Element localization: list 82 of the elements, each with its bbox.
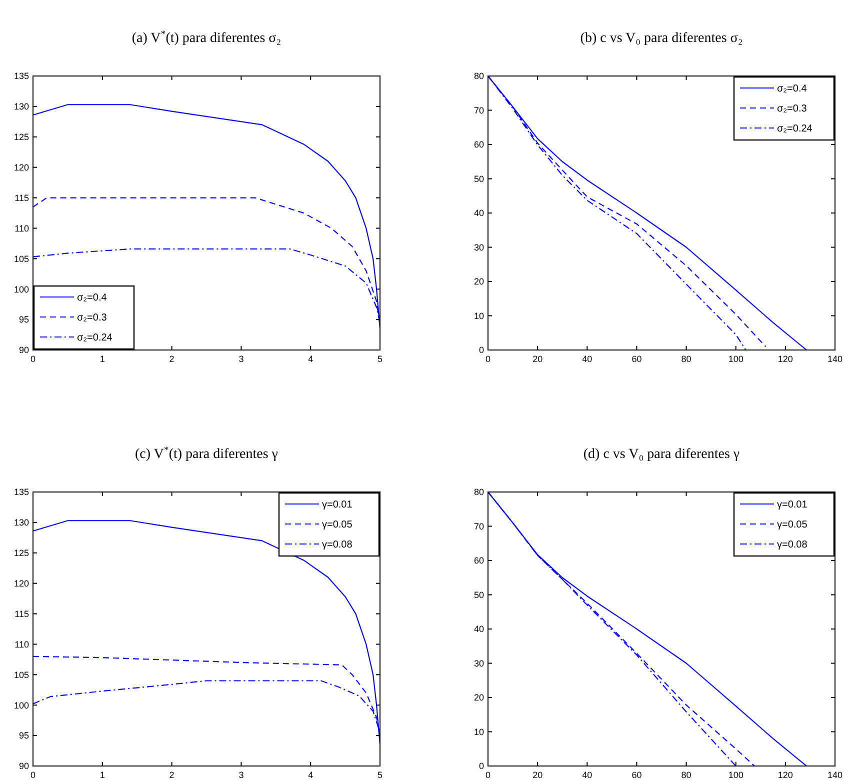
- y-tick-label: 50: [474, 590, 484, 600]
- y-tick-label: 115: [14, 608, 29, 619]
- x-tick-label: 40: [582, 770, 592, 780]
- y-tick-label: 60: [474, 140, 484, 150]
- y-tick-label: 120: [14, 578, 29, 588]
- x-tick-label: 3: [238, 770, 244, 780]
- y-tick-label: 90: [18, 761, 29, 772]
- y-tick-label: 100: [14, 284, 29, 294]
- x-tick-label: 20: [532, 770, 543, 780]
- y-tick-label: 105: [14, 670, 29, 680]
- chart-title: (d) c vs V₀ para diferentes γ: [583, 447, 740, 462]
- y-tick-label: 130: [14, 102, 29, 112]
- y-tick-label: 10: [474, 726, 484, 737]
- y-tick-label: 0: [478, 345, 484, 356]
- chart-title: (c) V$^{*}$(t) para diferentes γ: [135, 444, 278, 462]
- x-tick-label: 20: [532, 354, 543, 364]
- y-tick-label: 95: [18, 314, 29, 325]
- legend-label: γ=0.01: [322, 500, 353, 510]
- y-tick-label: 105: [14, 254, 29, 264]
- y-tick-label: 90: [18, 345, 29, 356]
- chart-title: (b) c vs V₀ para diferentes σ₂: [580, 31, 743, 46]
- x-tick-label: 0: [485, 770, 491, 780]
- x-tick-label: 140: [827, 354, 843, 364]
- y-tick-label: 110: [14, 639, 29, 650]
- x-tick-label: 0: [30, 770, 36, 780]
- y-tick-label: 115: [14, 192, 29, 203]
- legend-label: γ=0.08: [322, 540, 353, 550]
- y-tick-label: 50: [474, 174, 484, 184]
- y-tick-label: 125: [14, 132, 29, 142]
- x-tick-label: 0: [30, 354, 36, 364]
- legend-label: σ₂=0.4: [777, 84, 808, 94]
- y-tick-label: 130: [14, 518, 29, 528]
- x-tick-label: 120: [778, 770, 793, 780]
- legend-label: σ₂=0.3: [777, 104, 808, 114]
- y-tick-label: 95: [18, 730, 29, 741]
- y-tick-label: 135: [14, 71, 29, 82]
- y-tick-label: 20: [474, 276, 484, 287]
- x-tick-label: 100: [728, 354, 744, 364]
- x-tick-label: 80: [681, 354, 692, 364]
- y-tick-label: 135: [14, 487, 29, 498]
- x-tick-label: 60: [632, 770, 642, 780]
- y-tick-label: 70: [474, 105, 484, 116]
- legend-label: γ=0.05: [777, 520, 808, 530]
- y-tick-label: 0: [478, 761, 484, 772]
- y-tick-label: 60: [474, 556, 484, 566]
- x-tick-label: 5: [377, 770, 383, 780]
- y-tick-label: 30: [474, 658, 484, 668]
- x-tick-label: 100: [728, 770, 744, 780]
- x-tick-label: 3: [238, 354, 244, 364]
- y-tick-label: 80: [474, 487, 484, 498]
- legend-label: σ₂=0.3: [77, 312, 108, 324]
- legend-label: γ=0.01: [777, 500, 808, 510]
- y-tick-label: 70: [474, 521, 484, 532]
- legend-label: γ=0.05: [322, 520, 353, 530]
- x-tick-label: 1: [100, 354, 105, 364]
- legend-label: σ₂=0.24: [777, 124, 813, 134]
- y-tick-label: 30: [474, 242, 484, 252]
- y-tick-label: 40: [474, 624, 484, 634]
- y-tick-label: 40: [474, 208, 484, 218]
- y-tick-label: 120: [14, 162, 29, 172]
- y-tick-label: 125: [14, 548, 29, 558]
- x-tick-label: 4: [308, 770, 314, 780]
- legend-label: γ=0.08: [777, 540, 808, 550]
- x-tick-label: 0: [485, 354, 491, 364]
- x-tick-label: 2: [169, 770, 174, 780]
- x-tick-label: 60: [632, 354, 642, 364]
- x-tick-label: 80: [681, 770, 692, 780]
- y-tick-label: 20: [474, 692, 484, 703]
- x-tick-label: 40: [582, 354, 592, 364]
- x-tick-label: 5: [377, 354, 383, 364]
- legend-label: σ₂=0.4: [77, 292, 108, 304]
- x-tick-label: 120: [778, 354, 793, 364]
- y-tick-label: 110: [14, 223, 29, 234]
- y-tick-label: 10: [474, 310, 484, 321]
- x-tick-label: 1: [100, 770, 105, 780]
- y-tick-label: 80: [474, 71, 484, 82]
- x-tick-label: 4: [308, 354, 314, 364]
- legend-label: σ₂=0.24: [77, 332, 113, 344]
- x-tick-label: 2: [169, 354, 174, 364]
- x-tick-label: 140: [827, 770, 843, 780]
- chart-title: (a) V$^{*}$(t) para diferentes σ₂: [132, 28, 282, 46]
- y-tick-label: 100: [14, 700, 29, 710]
